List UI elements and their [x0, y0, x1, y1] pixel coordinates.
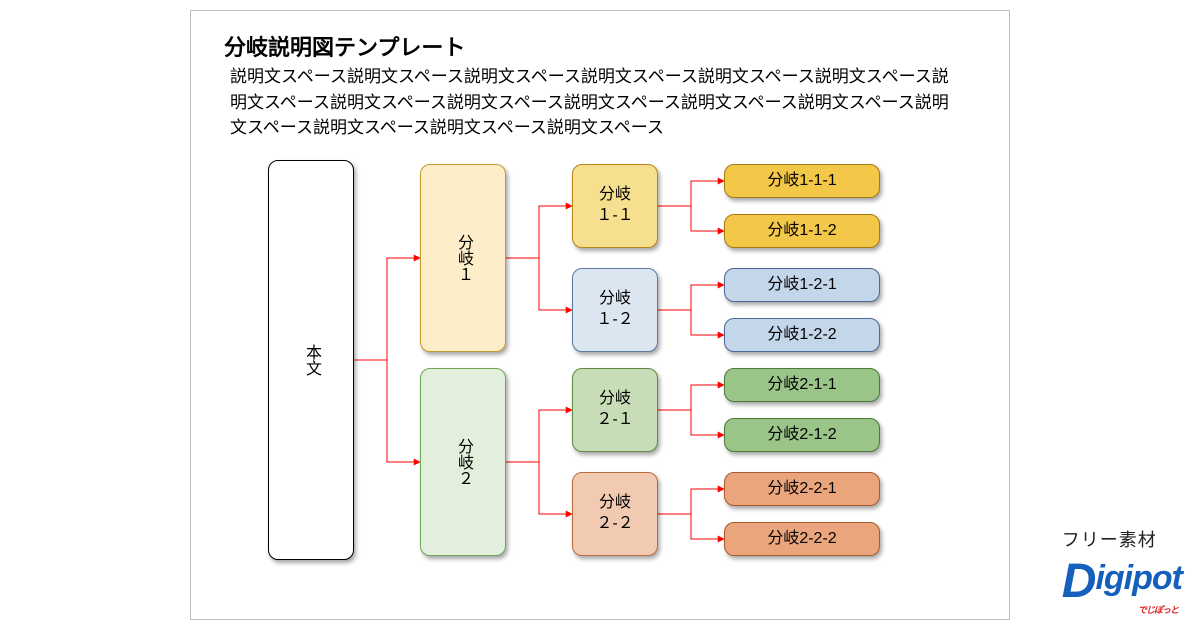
node-b121: 分岐1-2-1 [724, 268, 880, 302]
node-label: 本文 [299, 344, 323, 376]
watermark-line1: フリー素材 [1062, 526, 1182, 552]
watermark: フリー素材 Digipot でじぽっと [1062, 526, 1182, 616]
node-b22: 分岐 ２‐２ [572, 472, 658, 556]
node-b21: 分岐 ２‐１ [572, 368, 658, 452]
node-b2: 分岐２ [420, 368, 506, 556]
node-label: 分岐2-1-2 [767, 425, 836, 446]
node-label: 分岐2-2-2 [767, 529, 836, 550]
node-root: 本文 [268, 160, 354, 560]
node-b122: 分岐1-2-2 [724, 318, 880, 352]
node-label: 分岐１ [451, 234, 475, 282]
node-b211: 分岐2-1-1 [724, 368, 880, 402]
node-b1: 分岐１ [420, 164, 506, 352]
node-b212: 分岐2-1-2 [724, 418, 880, 452]
node-label: 分岐1-1-1 [767, 171, 836, 192]
node-label: 分岐 ２‐２ [596, 493, 633, 535]
watermark-brand: Digipot でじぽっと [1062, 554, 1182, 616]
node-b11: 分岐 １‐１ [572, 164, 658, 248]
node-label: 分岐 １‐２ [596, 289, 633, 331]
diagram-subtitle: 説明文スペース説明文スペース説明文スペース説明文スペース説明文スペース説明文スペ… [230, 64, 950, 141]
node-b221: 分岐2-2-1 [724, 472, 880, 506]
node-label: 分岐1-2-2 [767, 325, 836, 346]
node-label: 分岐1-2-1 [767, 275, 836, 296]
node-label: 分岐2-1-1 [767, 375, 836, 396]
node-label: 分岐 ２‐１ [596, 389, 633, 431]
node-b111: 分岐1-1-1 [724, 164, 880, 198]
node-label: 分岐 １‐１ [596, 185, 633, 227]
diagram-title: 分岐説明図テンプレート [224, 30, 465, 62]
node-label: 分岐２ [451, 438, 475, 486]
node-label: 分岐1-1-2 [767, 221, 836, 242]
node-label: 分岐2-2-1 [767, 479, 836, 500]
node-b112: 分岐1-1-2 [724, 214, 880, 248]
node-b12: 分岐 １‐２ [572, 268, 658, 352]
node-b222: 分岐2-2-2 [724, 522, 880, 556]
